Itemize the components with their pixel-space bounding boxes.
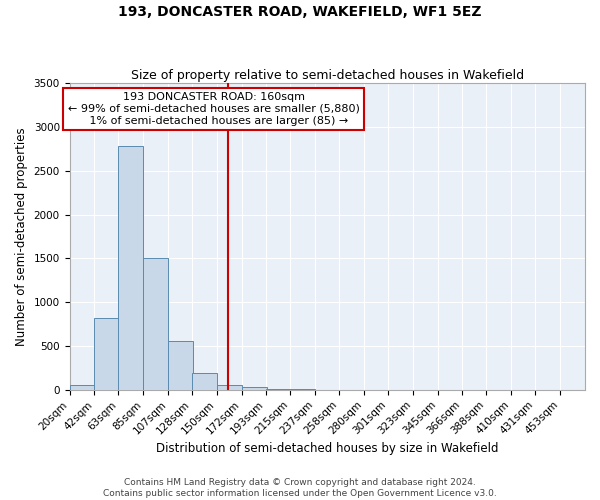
Bar [242,387,266,390]
X-axis label: Distribution of semi-detached houses by size in Wakefield: Distribution of semi-detached houses by … [156,442,499,455]
Title: Size of property relative to semi-detached houses in Wakefield: Size of property relative to semi-detach… [131,69,524,82]
Bar [217,384,242,390]
Text: 193, DONCASTER ROAD, WAKEFIELD, WF1 5EZ: 193, DONCASTER ROAD, WAKEFIELD, WF1 5EZ [118,5,482,19]
Bar [118,146,143,390]
Bar [143,258,168,390]
Bar [70,384,94,390]
Text: 193 DONCASTER ROAD: 160sqm
← 99% of semi-detached houses are smaller (5,880)
   : 193 DONCASTER ROAD: 160sqm ← 99% of semi… [68,92,360,126]
Bar [266,389,290,390]
Text: Contains HM Land Registry data © Crown copyright and database right 2024.
Contai: Contains HM Land Registry data © Crown c… [103,478,497,498]
Y-axis label: Number of semi-detached properties: Number of semi-detached properties [15,127,28,346]
Bar [94,318,119,390]
Bar [192,373,217,390]
Bar [168,341,193,390]
